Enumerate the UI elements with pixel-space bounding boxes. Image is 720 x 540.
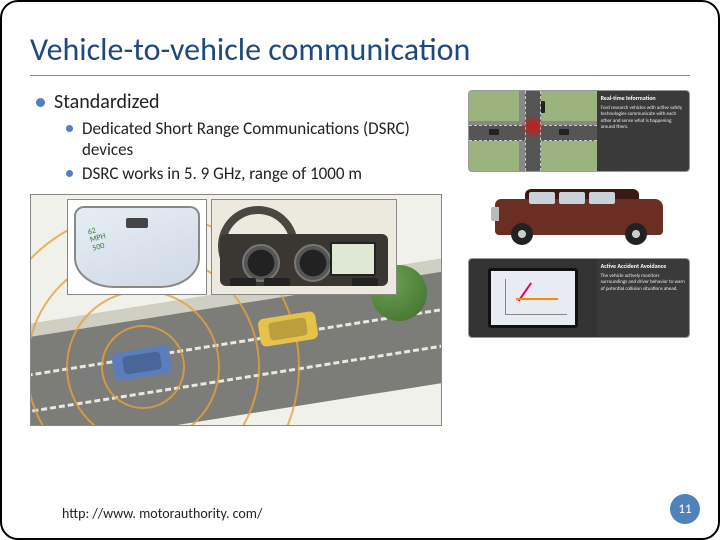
vent-icon xyxy=(352,278,378,286)
intersection-graphic xyxy=(469,91,597,171)
info-panel-intersection: Real-time Information Ford research vehi… xyxy=(468,90,690,172)
suv-icon xyxy=(489,185,669,245)
panel-title: Active Accident Avoidance xyxy=(601,263,685,271)
bullet-list: Standardized Dedicated Short Range Commu… xyxy=(30,90,454,184)
bullet-lvl1: Standardized Dedicated Short Range Commu… xyxy=(36,90,454,184)
panel-text: Active Accident Avoidance The vehicle ac… xyxy=(597,259,689,337)
dashboard-panel xyxy=(220,234,388,286)
right-column: Real-time Information Ford research vehi… xyxy=(468,90,690,426)
mini-car-icon xyxy=(489,129,499,135)
main-illustration: 62 MPH 500 xyxy=(30,194,442,426)
alert-burst-icon xyxy=(521,115,545,139)
page-number: 11 xyxy=(678,502,691,517)
gauge-icon xyxy=(294,244,332,282)
citation: http: //www. motorauthority. com/ xyxy=(62,505,262,522)
trajectory-line xyxy=(516,298,558,300)
panel-body: Ford research vehicles with active safet… xyxy=(601,105,685,131)
hud-readout: 62 MPH 500 xyxy=(87,224,109,253)
screen-icon xyxy=(488,268,578,328)
windshield: 62 MPH 500 xyxy=(74,206,200,288)
vehicle-image xyxy=(468,182,690,248)
rearview-mirror-icon xyxy=(126,218,148,228)
info-panel-avoidance: Active Accident Avoidance The vehicle ac… xyxy=(468,258,690,338)
hud-line: 500 xyxy=(91,240,109,252)
traffic-light-icon xyxy=(541,101,545,113)
page-number-badge: 11 xyxy=(670,494,700,524)
inset-dashboard xyxy=(211,199,397,295)
vent-icon xyxy=(230,278,256,286)
bullet-text: Standardized xyxy=(54,90,160,114)
bullet-lvl2: DSRC works in 5. 9 GHz, range of 1000 m xyxy=(66,163,412,184)
mini-car-icon xyxy=(559,129,569,135)
vent-icon xyxy=(264,278,290,286)
slide-frame: Vehicle-to-vehicle communication Standar… xyxy=(0,0,720,540)
gauge-icon xyxy=(242,244,280,282)
nav-screen-icon xyxy=(330,242,376,276)
left-column: Standardized Dedicated Short Range Commu… xyxy=(30,90,454,426)
panel-text: Real-time Information Ford research vehi… xyxy=(597,91,689,171)
inset-windshield: 62 MPH 500 xyxy=(67,199,207,295)
panel-title: Real-time Information xyxy=(601,95,685,103)
monitor-graphic xyxy=(469,259,597,337)
bullet-sublist: Dedicated Short Range Communications (DS… xyxy=(54,118,454,184)
panel-body: The vehicle actively monitors surroundin… xyxy=(601,273,685,293)
slide-title: Vehicle-to-vehicle communication xyxy=(30,30,690,69)
bullet-lvl2: Dedicated Short Range Communications (DS… xyxy=(66,118,412,161)
content-row: Standardized Dedicated Short Range Commu… xyxy=(30,90,690,426)
title-rule xyxy=(30,75,690,76)
